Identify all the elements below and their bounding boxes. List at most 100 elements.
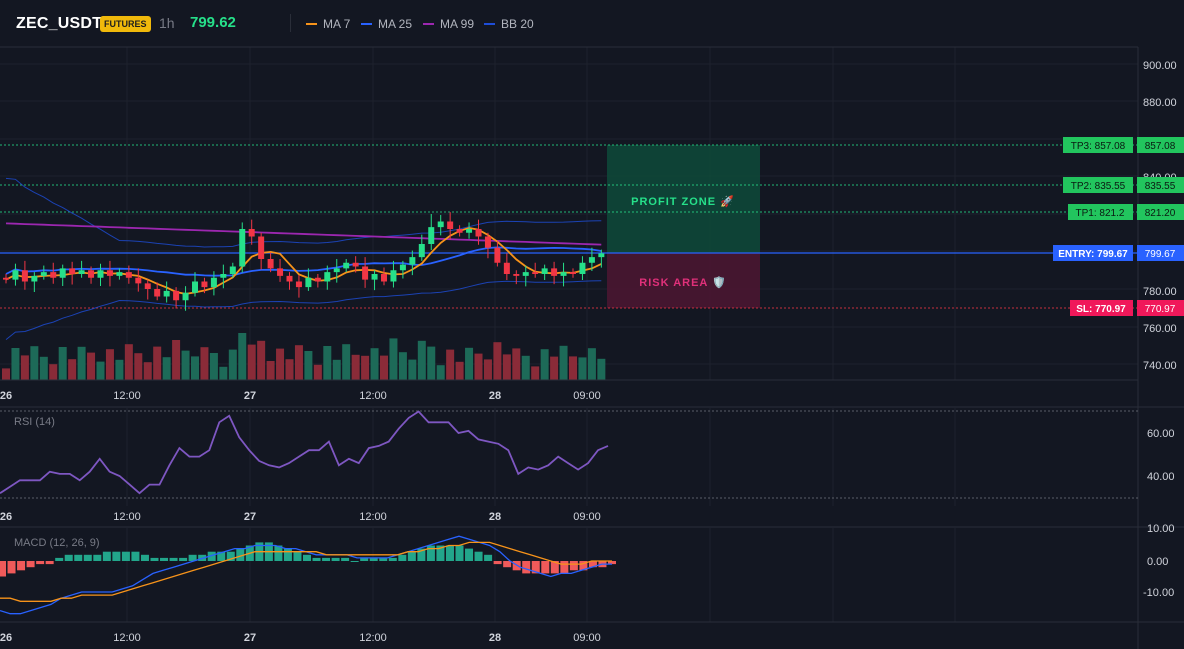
volume-bar: [39, 356, 48, 380]
candle-body: [173, 290, 180, 301]
volume-bar: [247, 344, 256, 380]
ma7-line: [5, 226, 602, 295]
ma7-swatch: [306, 23, 317, 25]
volume-bar: [266, 361, 275, 380]
candle-body: [447, 221, 454, 229]
macd-histogram-bar: [369, 557, 378, 561]
volume-bar: [597, 358, 606, 380]
volume-bar: [96, 361, 105, 380]
macd-time-label: 12:00: [359, 632, 387, 644]
price-tick: 900.00: [1143, 60, 1177, 72]
candle-body: [314, 277, 321, 282]
candle-body: [399, 264, 406, 271]
volume-bar: [87, 352, 96, 380]
macd-histogram-bar: [341, 557, 350, 561]
legend-bb20[interactable]: BB 20: [484, 17, 534, 31]
macd-histogram-bar: [74, 554, 83, 561]
macd-histogram-bar: [312, 557, 321, 561]
candle-body: [551, 268, 558, 276]
tp3-tag[interactable]: [1063, 137, 1133, 153]
risk-zone[interactable]: [607, 253, 760, 308]
volume-bar: [294, 345, 303, 380]
timeframe-selector[interactable]: 1h: [159, 15, 175, 31]
candle-body: [541, 268, 548, 274]
volume-bar: [427, 346, 436, 380]
candle-body: [277, 268, 284, 276]
volume-bar: [257, 340, 266, 380]
macd-histogram-bar: [293, 551, 302, 561]
macd-histogram-bar: [560, 561, 569, 574]
candle-body: [475, 229, 482, 237]
macd-histogram-bar: [350, 561, 359, 562]
bb-upper: [5, 177, 602, 248]
candle-body: [78, 270, 85, 274]
candle-body: [239, 229, 246, 267]
candle-body: [560, 272, 567, 276]
sl-tag-text: SL: 770.97: [1076, 304, 1126, 315]
candle-body: [295, 281, 302, 288]
volume-bar: [389, 338, 398, 380]
candle-body: [69, 268, 76, 274]
sl-tag[interactable]: [1070, 300, 1133, 316]
candle-body: [182, 292, 189, 301]
macd-histogram-bar: [503, 561, 512, 568]
volume-bar: [361, 355, 370, 380]
volume-bars: [2, 333, 606, 380]
volume-bar: [493, 342, 502, 380]
candle-body: [3, 277, 9, 280]
candle-body: [192, 281, 198, 293]
macd-histogram-bar: [207, 551, 216, 561]
entry-tag[interactable]: [1053, 245, 1133, 261]
candle-body: [135, 277, 142, 284]
legend-ma7[interactable]: MA 7: [306, 17, 350, 31]
rsi-time-label: 12:00: [113, 511, 141, 523]
candle-body: [286, 275, 293, 282]
tp2-tag[interactable]: [1063, 177, 1133, 193]
macd-histogram-bar: [569, 561, 578, 571]
macd-histogram-bar: [102, 551, 111, 561]
legend-ma25[interactable]: MA 25: [361, 17, 412, 31]
macd-histogram-bar: [140, 554, 149, 561]
legend-ma99-label: MA 99: [440, 17, 475, 31]
ma25-swatch: [361, 23, 372, 25]
macd-histogram-bar: [541, 561, 550, 574]
moving-averages: [5, 222, 602, 295]
rsi-series: [0, 410, 609, 495]
macd-histogram-bar: [83, 554, 92, 561]
legend-ma99[interactable]: MA 99: [423, 17, 474, 31]
macd-histogram-bar: [121, 551, 130, 561]
candlesticks[interactable]: [3, 212, 605, 311]
volume-bar: [115, 359, 124, 380]
macd-histogram-bar: [150, 557, 159, 561]
macd-histogram-bar: [26, 561, 35, 568]
macd-histogram-bar: [360, 557, 369, 561]
volume-bar: [398, 352, 407, 380]
candle-body: [513, 274, 520, 276]
macd-tick: -10.00: [1143, 587, 1174, 599]
candle-body: [588, 257, 595, 263]
profit-zone[interactable]: [607, 145, 760, 253]
candle-body: [88, 270, 95, 278]
volume-bar: [134, 353, 143, 380]
tp2-axis-value: 835.55: [1145, 181, 1176, 192]
candle-body: [390, 270, 397, 282]
macd-histogram-bar: [455, 545, 464, 561]
legend-bb20-label: BB 20: [501, 17, 534, 31]
futures-badge: FUTURES: [100, 16, 151, 32]
volume-bar: [2, 368, 10, 380]
legend-ma7-label: MA 7: [323, 17, 351, 31]
symbol-name[interactable]: ZEC_USDT: [16, 15, 103, 32]
entry-tag-text: ENTRY: 799.67: [1058, 249, 1128, 260]
volume-bar: [153, 346, 162, 380]
volume-bar: [587, 348, 596, 380]
price-tick: 880.00: [1143, 97, 1177, 109]
tp3-tag-text: TP3: 857.08: [1071, 141, 1126, 152]
bb20-swatch: [484, 23, 495, 25]
sl-axis-value: 770.97: [1145, 304, 1176, 315]
tp1-tag[interactable]: [1068, 204, 1133, 220]
tp2-axis-label: [1137, 177, 1184, 193]
time-label: 28: [489, 390, 501, 402]
candle-body: [598, 253, 605, 258]
candle-body: [343, 262, 350, 269]
